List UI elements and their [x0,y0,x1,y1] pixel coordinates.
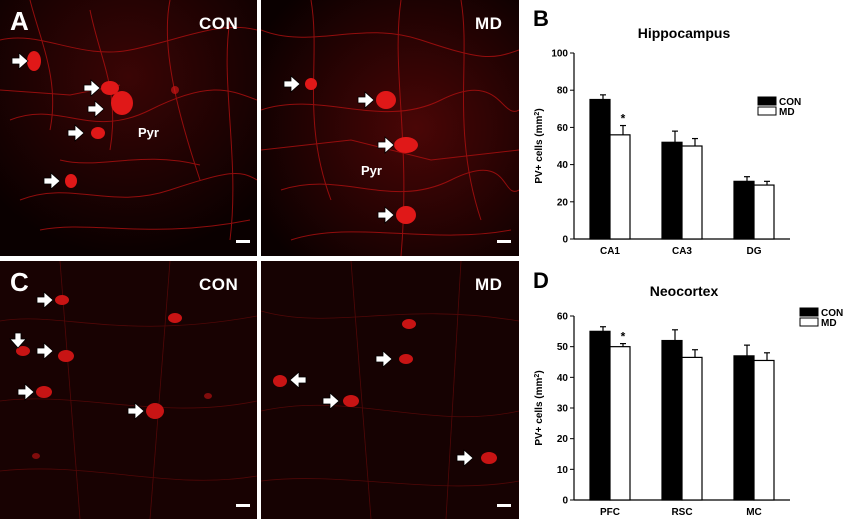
chart-neocortex: Neocortex 0 10 20 30 40 50 60 PV+ cells (mm2) * PF… [525,262,850,519]
micrograph-c-md: MD [261,261,519,519]
x-tick-label-dg: DG [747,246,762,257]
legend-label-md: MD [779,107,795,118]
chart-neocortex-svg: Neocortex 0 10 20 30 40 50 60 PV+ cells (mm2) * PF… [534,283,844,518]
arrow-right-icon [375,350,393,368]
legend-swatch-md [757,106,777,116]
arrow-right-icon [17,383,35,401]
micrograph-c-con-image [0,261,257,519]
arrow-down-icon [9,332,27,349]
arrow-right-icon [127,402,145,420]
arrow-right-icon [283,75,301,93]
y-tick-label: 40 [557,373,569,384]
x-tick-label-ca3: CA3 [672,246,692,257]
condition-label-con: CON [199,275,239,294]
arrow-right-icon [377,136,395,154]
condition-label-md: MD [475,275,503,294]
arrow-right-icon [83,79,101,97]
y-tick-label: 50 [557,342,569,353]
micrograph-c-con: C CON [0,261,257,519]
panel-letter-a: A [10,6,29,36]
arrow-left-icon [289,371,307,389]
bar-con-mc [733,355,755,501]
legend-label-con: CON [821,308,843,319]
y-tick-label: 10 [557,465,569,476]
legend-swatch-con [799,307,819,317]
bar-con-rsc [661,339,683,501]
bar-con-pfc [589,330,611,501]
legend-label-con: CON [779,97,801,108]
x-tick-label-rsc: RSC [671,507,692,518]
legend-label-md: MD [821,318,837,329]
arrow-right-icon [11,52,29,70]
bar-md-pfc [609,346,631,501]
condition-label-con: CON [199,14,239,33]
arrow-right-icon [36,291,54,309]
micrograph-c-md-image [261,261,519,519]
legend-swatch-con [757,96,777,106]
panel-letter-d: D [533,268,549,293]
significance-marker: * [621,330,626,344]
arrow-right-icon [67,124,85,142]
y-tick-label: 20 [557,197,569,208]
bar-md-rsc [681,356,703,501]
bar-md-ca1 [609,134,631,240]
y-axis-label: PV+ cells (mm2) [534,370,546,445]
arrow-right-icon [87,100,105,118]
bar-con-ca3 [661,141,683,240]
bar-md-mc [753,359,775,501]
chart-hippocampus-svg: Hippocampus 0 20 40 60 80 100 PV+ cells (mm2) * C… [534,25,802,257]
y-axis-label: PV+ cells (mm2) [534,108,546,183]
scale-bar-icon [497,504,511,507]
micrograph-a-md: MD Pyr [261,0,519,256]
arrow-right-icon [36,342,54,360]
y-tick-label: 60 [557,123,569,134]
region-label-pyr: Pyr [138,125,159,140]
bar-md-dg [753,184,775,240]
chart-hippocampus: Hippocampus 0 20 40 60 80 100 PV+ cells (mm2) * C… [525,0,850,262]
scale-bar-icon [497,240,511,243]
y-tick-label: 0 [562,496,568,507]
x-tick-label-mc: MC [746,507,762,518]
micrograph-a-md-image [261,0,519,256]
region-label-pyr: Pyr [361,163,382,178]
y-tick-label: 0 [562,235,568,246]
y-tick-label: 30 [557,404,569,415]
scale-bar-icon [236,504,250,507]
chart-title: Neocortex [650,283,719,299]
micrograph-a-con: A CON Pyr [0,0,257,256]
significance-marker: * [621,112,626,126]
bar-con-dg [733,180,755,240]
x-tick-label-pfc: PFC [600,507,620,518]
y-tick-label: 80 [557,86,569,97]
panel-letter-b: B [533,6,549,31]
arrow-right-icon [456,449,474,467]
arrow-right-icon [322,392,340,410]
y-tick-label: 100 [551,49,568,60]
arrow-right-icon [377,206,395,224]
x-tick-label-ca1: CA1 [600,246,620,257]
chart-title: Hippocampus [638,25,731,41]
scale-bar-icon [236,240,250,243]
condition-label-md: MD [475,14,503,33]
micrograph-a-con-image [0,0,257,256]
bar-con-ca1 [589,98,611,240]
arrow-right-icon [357,91,375,109]
legend-swatch-md [799,317,819,327]
y-tick-label: 60 [557,312,569,323]
bar-md-ca3 [681,145,703,240]
y-tick-label: 20 [557,434,569,445]
arrow-right-icon [43,172,61,190]
y-tick-label: 40 [557,160,569,171]
panel-letter-c: C [10,267,29,297]
